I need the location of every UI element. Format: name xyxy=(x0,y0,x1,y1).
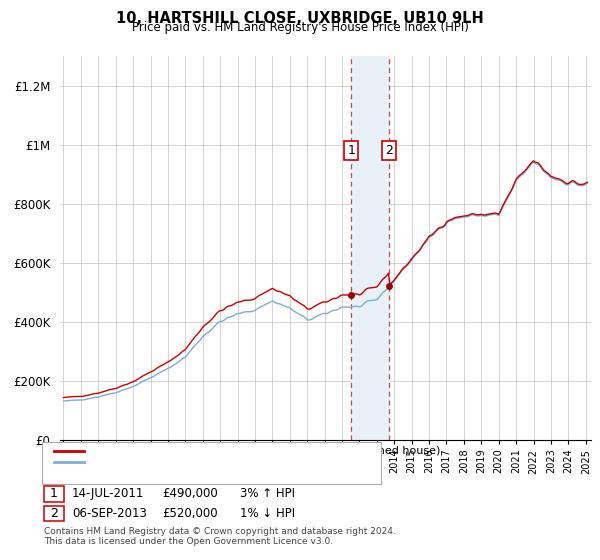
Text: 1: 1 xyxy=(50,487,58,501)
Text: 10, HARTSHILL CLOSE, UXBRIDGE, UB10 9LH: 10, HARTSHILL CLOSE, UXBRIDGE, UB10 9LH xyxy=(116,11,484,26)
Text: 2: 2 xyxy=(385,144,392,157)
Bar xyxy=(352,56,389,440)
Text: 3% ↑ HPI: 3% ↑ HPI xyxy=(240,487,295,501)
Text: Contains HM Land Registry data © Crown copyright and database right 2024.: Contains HM Land Registry data © Crown c… xyxy=(44,528,395,536)
Text: This data is licensed under the Open Government Licence v3.0.: This data is licensed under the Open Gov… xyxy=(44,537,333,546)
Text: 14-JUL-2011: 14-JUL-2011 xyxy=(72,487,145,501)
Text: 1: 1 xyxy=(347,144,355,157)
Text: 10, HARTSHILL CLOSE, UXBRIDGE, UB10 9LH (detached house): 10, HARTSHILL CLOSE, UXBRIDGE, UB10 9LH … xyxy=(89,446,440,456)
Text: 06-SEP-2013: 06-SEP-2013 xyxy=(72,507,147,520)
Text: £490,000: £490,000 xyxy=(162,487,218,501)
Text: £520,000: £520,000 xyxy=(162,507,218,520)
Text: Price paid vs. HM Land Registry's House Price Index (HPI): Price paid vs. HM Land Registry's House … xyxy=(131,21,469,34)
Text: 1% ↓ HPI: 1% ↓ HPI xyxy=(240,507,295,520)
Text: 2: 2 xyxy=(50,507,58,520)
Text: HPI: Average price, detached house, Hillingdon: HPI: Average price, detached house, Hill… xyxy=(89,457,352,467)
